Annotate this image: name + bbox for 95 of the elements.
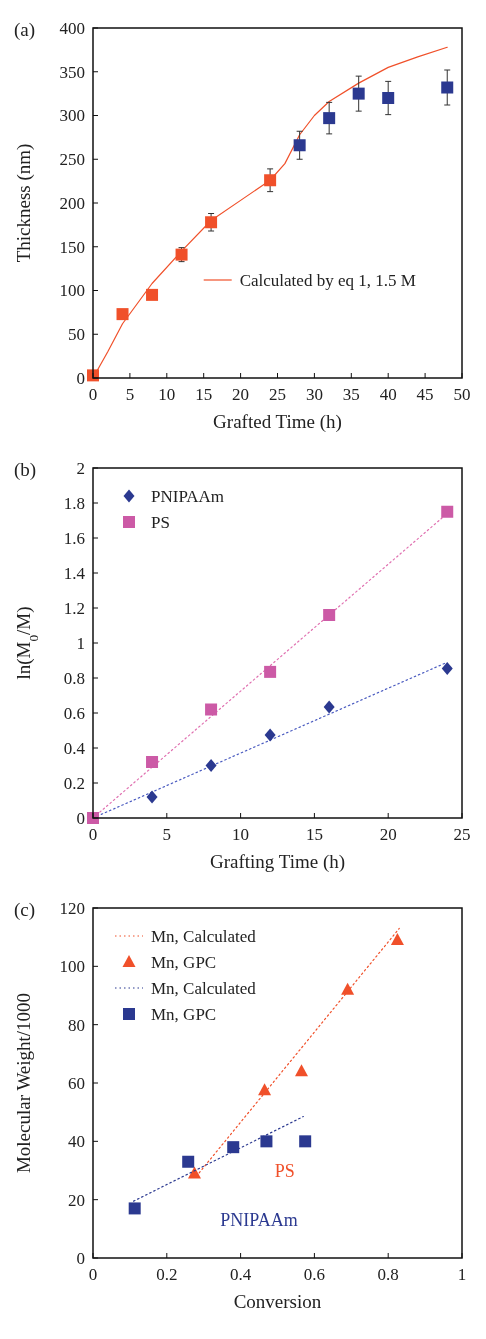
legend-label: Mn, Calculated — [151, 978, 257, 998]
x-tick-label: 0 — [88, 825, 98, 844]
annotation: PNIPAAm — [220, 1209, 298, 1230]
point — [205, 703, 218, 716]
annotation: PS — [274, 1160, 295, 1181]
legend-label: PS — [151, 512, 170, 532]
legend-label: Mn, GPC — [151, 952, 217, 972]
y-tick-label: 120 — [59, 898, 85, 918]
x-tick-label: 35 — [342, 385, 360, 404]
x-tick-label: 25 — [269, 385, 286, 404]
point — [258, 1083, 272, 1096]
point — [128, 1202, 141, 1215]
x-tick-label: 10 — [232, 825, 250, 844]
y-tick-label: 0.4 — [63, 738, 86, 758]
y-tick-label: 0.6 — [63, 703, 85, 723]
x-tick-label: 5 — [125, 385, 135, 404]
x-tick-label: 0.6 — [303, 1265, 326, 1284]
y-tick-label: 300 — [59, 106, 85, 126]
y-tick-label: 0 — [76, 808, 85, 828]
point — [182, 1155, 195, 1168]
legend-label: Calculated by eq 1, 1.5 M — [239, 270, 416, 290]
x-tick-label: 15 — [305, 825, 323, 844]
x-axis-title: Conversion — [233, 1291, 322, 1312]
y-tick-label: 0 — [76, 368, 85, 388]
y-tick-label: 1 — [76, 633, 85, 653]
x-tick-label: 0.8 — [377, 1265, 399, 1284]
x-tick-label: 1 — [457, 1265, 467, 1284]
point — [299, 1135, 312, 1148]
y-tick-label: 50 — [68, 325, 85, 345]
legend-label: Mn, Calculated — [151, 926, 257, 946]
x-tick-label: 20 — [379, 825, 397, 844]
legend-label: Mn, GPC — [151, 1004, 217, 1024]
y-tick-label: 2 — [76, 458, 85, 478]
point — [323, 700, 335, 714]
point — [323, 609, 336, 621]
legend-label: PNIPAAm — [151, 486, 225, 506]
y-tick-label: 150 — [59, 237, 85, 257]
chart-title: (c) — [14, 899, 36, 921]
x-tick-label: 0.4 — [229, 1265, 252, 1284]
point — [264, 728, 276, 742]
x-tick-label: 50 — [453, 385, 471, 404]
y-tick-label: 250 — [59, 150, 85, 170]
y-tick-label: 1.2 — [63, 598, 85, 618]
y-tick-label: 350 — [59, 62, 85, 82]
x-tick-label: 15 — [195, 385, 213, 404]
point — [441, 81, 454, 94]
y-tick-label: 80 — [68, 1015, 85, 1035]
point — [294, 1064, 308, 1077]
point — [227, 1141, 240, 1154]
y-tick-label: 200 — [59, 193, 85, 213]
y-tick-label: 1.4 — [63, 563, 86, 583]
y-tick-label: 1.6 — [63, 528, 85, 548]
point — [264, 665, 277, 678]
point — [146, 790, 158, 804]
x-axis-title: Grafted Time (h) — [213, 411, 342, 433]
x-tick-label: 0 — [88, 385, 98, 404]
point — [441, 505, 454, 518]
y-tick-label: 0 — [76, 1248, 85, 1268]
x-tick-label: 10 — [158, 385, 176, 404]
y-axis-title: Molecular Weight/1000 — [13, 992, 34, 1174]
chart-title: (b) — [14, 459, 37, 481]
point — [382, 92, 395, 104]
y-tick-label: 0.8 — [63, 668, 85, 688]
point — [441, 661, 453, 675]
point — [323, 112, 336, 125]
point — [187, 1166, 201, 1179]
point — [146, 288, 159, 301]
x-axis-title: Grafting Time (h) — [209, 851, 346, 873]
point — [146, 756, 159, 768]
x-tick-label: 40 — [379, 385, 397, 404]
point — [260, 1135, 273, 1148]
y-tick-label: 1.8 — [63, 493, 85, 513]
point — [341, 982, 355, 995]
point — [264, 174, 277, 187]
point — [390, 933, 404, 946]
point — [293, 139, 306, 152]
x-tick-label: 25 — [453, 825, 471, 844]
x-tick-label: 30 — [305, 385, 323, 404]
y-tick-label: 100 — [59, 281, 85, 301]
x-tick-label: 5 — [162, 825, 172, 844]
y-axis-title: Thickness (nm) — [13, 143, 35, 263]
point — [205, 759, 217, 772]
point — [116, 308, 129, 321]
y-tick-label: 0.2 — [63, 773, 85, 793]
x-tick-label: 0.2 — [156, 1265, 178, 1284]
y-tick-label: 20 — [68, 1190, 85, 1210]
y-tick-label: 400 — [59, 18, 85, 38]
x-tick-label: 0 — [88, 1265, 98, 1284]
chart-title: (a) — [14, 19, 36, 41]
point — [352, 87, 365, 100]
y-tick-label: 40 — [68, 1132, 85, 1152]
y-tick-label: 100 — [59, 957, 85, 977]
y-tick-label: 60 — [68, 1073, 85, 1093]
x-tick-label: 20 — [232, 385, 250, 404]
x-tick-label: 45 — [416, 385, 434, 404]
